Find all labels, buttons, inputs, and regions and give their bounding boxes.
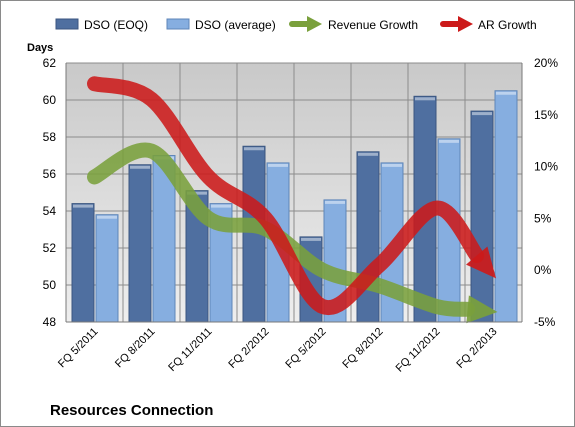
legend-label-dso-average: DSO (average) — [195, 18, 276, 32]
bar-highlight — [268, 163, 288, 167]
y-tick-label: 52 — [43, 241, 57, 255]
bar-highlight — [496, 91, 516, 95]
legend-label-ar-growth: AR Growth — [478, 18, 537, 32]
y2-tick-label: 0% — [534, 263, 552, 277]
bar-highlight — [439, 139, 459, 143]
bar-dso-eoq-fq-8-2011 — [128, 164, 152, 323]
x-tick-label: FQ 11/2012 — [394, 326, 443, 375]
bar-highlight — [187, 191, 207, 195]
legend-swatch-dso-average — [166, 18, 190, 30]
legend-arrow-ar-growth — [440, 16, 473, 32]
bar-dso-eoq-fq-2-2013 — [470, 110, 494, 323]
bar-highlight — [211, 204, 231, 208]
bar-highlight — [382, 163, 402, 167]
category-labels: FQ 5/2011 FQ 8/2011 FQ 11/2011 FQ 2/2012 FQ … — [56, 326, 500, 375]
x-tick-label: FQ 2/2013 — [454, 326, 499, 371]
bar-highlight — [301, 237, 321, 241]
chart-title: Resources Connection — [50, 402, 213, 419]
y-tick-label: 54 — [43, 204, 57, 218]
y-tick-label: 60 — [43, 93, 57, 107]
legend-label-dso-eoq: DSO (EOQ) — [84, 18, 148, 32]
y2-tick-label: 20% — [534, 56, 558, 70]
bar-highlight — [73, 204, 93, 208]
bar-highlight — [130, 165, 150, 169]
y2-tick-label: 15% — [534, 108, 558, 122]
arrowhead-ar-growth — [466, 246, 497, 279]
legend-label-revenue-growth: Revenue Growth — [328, 18, 418, 32]
bar-dso-eoq-fq-8-2012 — [356, 151, 380, 323]
bar-highlight — [97, 215, 117, 219]
x-tick-label: FQ 8/2012 — [340, 326, 385, 371]
y-tick-label: 48 — [43, 315, 57, 329]
y2-tick-label: -5% — [534, 315, 556, 329]
x-tick-label: FQ 2/2012 — [226, 326, 271, 371]
left-axis-ticks: 48 50 52 54 56 58 60 62 — [43, 56, 57, 329]
bar-dso-average-fq-2-2013 — [494, 90, 518, 323]
growth-lines — [87, 76, 498, 324]
line-ar-growth — [87, 76, 485, 316]
x-tick-label: FQ 8/2011 — [113, 326, 158, 371]
y-axis-title: Days — [27, 42, 53, 54]
bar-dso-eoq-fq-5-2011 — [71, 203, 95, 323]
bar-highlight — [415, 97, 435, 101]
x-tick-label: FQ 11/2011 — [166, 326, 214, 374]
legend: DSO (EOQ) DSO (average) Revenue Growth A… — [55, 16, 537, 32]
axes — [65, 63, 523, 323]
legend-swatch-dso-eoq — [55, 18, 79, 30]
bar-highlight — [325, 200, 345, 204]
bar-highlight — [358, 152, 378, 156]
y2-tick-label: 5% — [534, 211, 552, 225]
right-axis-ticks: -5% 0% 5% 10% 15% 20% — [534, 56, 558, 329]
bar-highlight — [244, 147, 264, 151]
y-tick-label: 50 — [43, 278, 57, 292]
y-tick-label: 56 — [43, 167, 57, 181]
y-tick-label: 62 — [43, 56, 57, 70]
x-tick-label: FQ 5/2011 — [56, 326, 101, 371]
arrowhead-revenue-growth — [466, 295, 498, 324]
y2-tick-label: 10% — [534, 160, 558, 174]
legend-arrow-revenue-growth — [289, 16, 322, 32]
x-tick-label: FQ 5/2012 — [283, 326, 328, 371]
y-tick-label: 58 — [43, 130, 57, 144]
bar-highlight — [472, 112, 492, 116]
bar-dso-average-fq-5-2011 — [95, 214, 119, 323]
